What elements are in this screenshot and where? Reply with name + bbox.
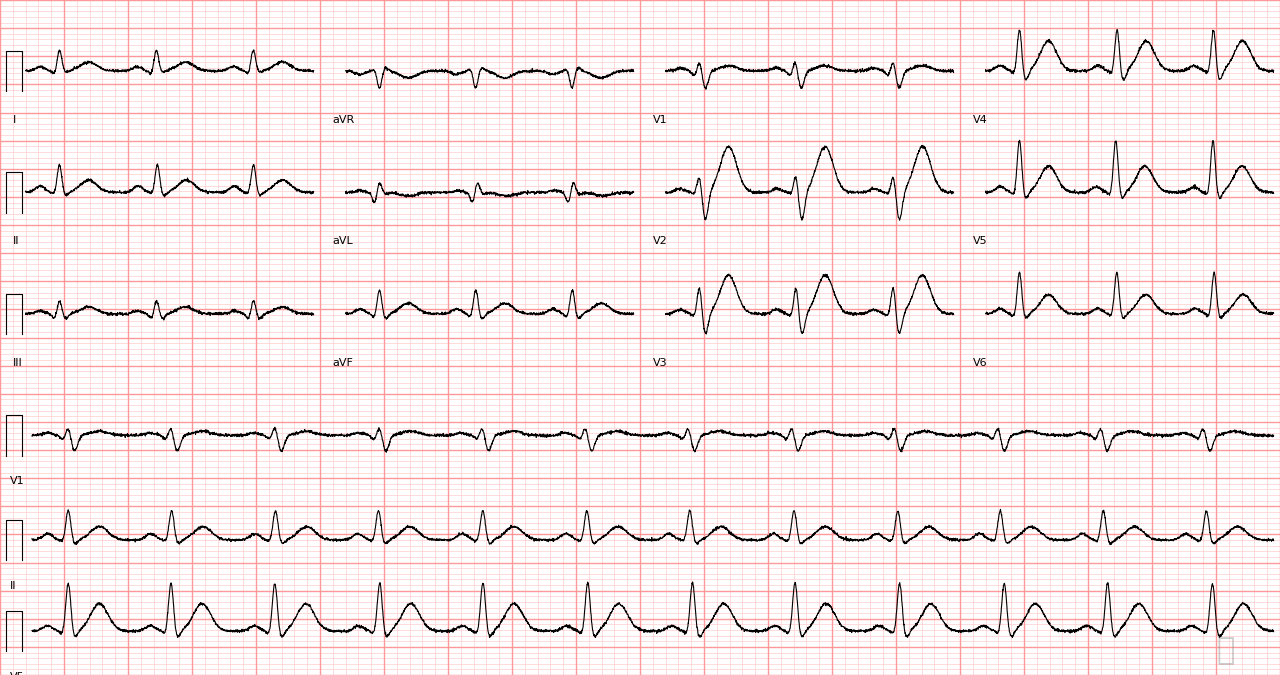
Text: II: II: [13, 236, 19, 246]
Text: V4: V4: [973, 115, 988, 125]
Text: aVR: aVR: [333, 115, 355, 125]
Text: V2: V2: [653, 236, 668, 246]
Text: V5: V5: [973, 236, 987, 246]
Text: V1: V1: [10, 476, 24, 486]
Text: 🐂: 🐂: [1217, 636, 1235, 665]
Text: V1: V1: [653, 115, 667, 125]
Text: II: II: [10, 580, 17, 591]
Text: V5: V5: [10, 672, 24, 675]
Text: I: I: [13, 115, 17, 125]
Text: aVF: aVF: [333, 358, 353, 368]
Text: V3: V3: [653, 358, 667, 368]
Text: III: III: [13, 358, 23, 368]
Text: aVL: aVL: [333, 236, 353, 246]
Text: V6: V6: [973, 358, 987, 368]
